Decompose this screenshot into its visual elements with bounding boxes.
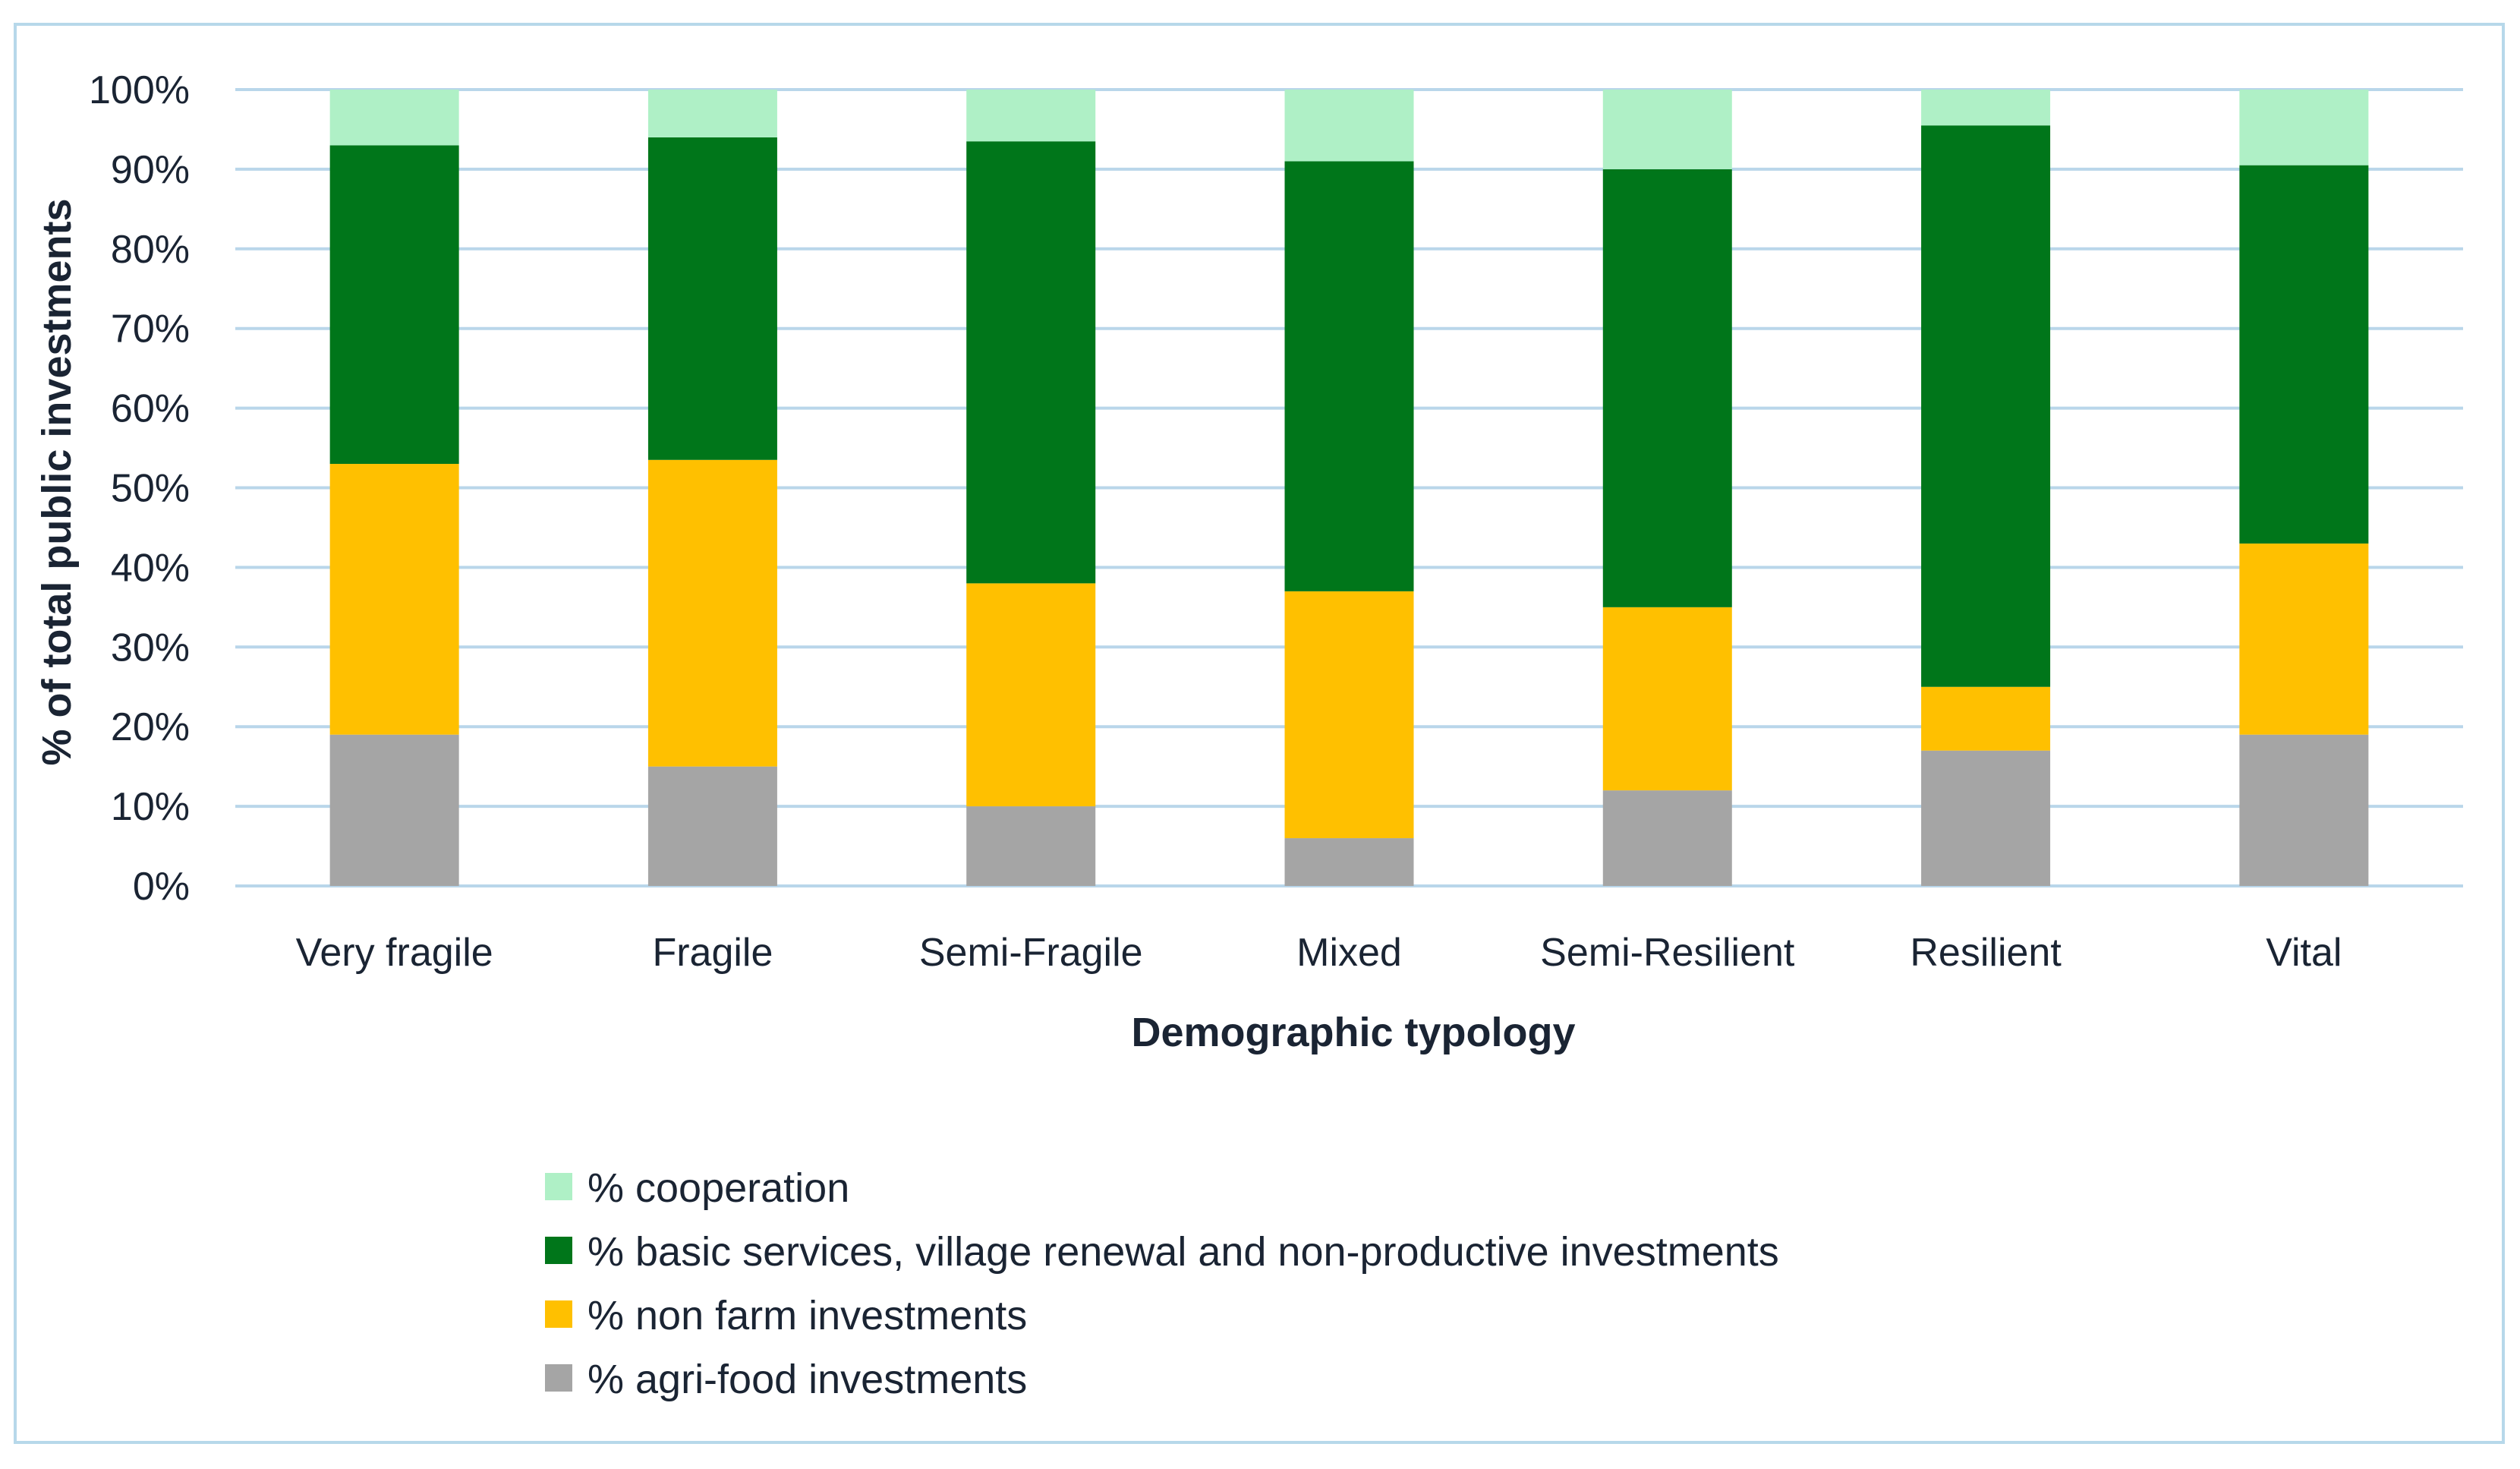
bar-segment <box>1284 90 1414 162</box>
y-tick-label: 20% <box>111 705 190 749</box>
bar-segment <box>1921 686 2051 751</box>
legend-label: % basic services, village renewal and no… <box>587 1229 1779 1275</box>
bar-segment <box>1284 161 1414 591</box>
legend: % cooperation % basic services, village r… <box>545 1165 1779 1402</box>
bar-segment <box>647 137 777 460</box>
bar-segment <box>329 734 459 886</box>
x-tick-label: Semi-Fragile <box>919 931 1143 975</box>
y-tick-label: 10% <box>111 785 190 829</box>
y-axis-title: % of total public investments <box>34 198 80 765</box>
bar-segment <box>1602 607 1732 791</box>
legend-swatch <box>545 1300 572 1328</box>
bar-segment <box>1284 591 1414 839</box>
y-tick-label: 100% <box>89 68 190 112</box>
bar-segment <box>329 90 459 146</box>
bar-segment <box>647 90 777 137</box>
bar-segment <box>2239 543 2369 735</box>
x-axis-tick-labels: Very fragile Fragile Semi-Fragile Mixed Semi… <box>296 931 2342 975</box>
bar-segment <box>329 464 459 735</box>
x-axis-title: Demographic typology <box>1131 1010 1575 1055</box>
bar-segment <box>966 90 1096 142</box>
y-tick-label: 80% <box>111 228 190 272</box>
x-tick-label: Mixed <box>1296 931 1402 975</box>
x-tick-label: Vital <box>2266 931 2342 975</box>
bars <box>329 90 2369 886</box>
y-tick-label: 60% <box>111 387 190 431</box>
legend-swatch <box>545 1173 572 1200</box>
y-tick-label: 0% <box>133 865 190 909</box>
y-axis-tick-labels: 0% 10% 20% 30% 40% 50% 60% 70% 80% 90% 100% <box>89 68 190 909</box>
bar-segment <box>966 806 1096 886</box>
y-tick-label: 40% <box>111 546 190 590</box>
bar-segment <box>647 459 777 767</box>
legend-swatch <box>545 1364 572 1392</box>
x-tick-label: Very fragile <box>296 931 493 975</box>
y-tick-label: 50% <box>111 467 190 511</box>
legend-swatch <box>545 1237 572 1264</box>
legend-label: % non farm investments <box>587 1293 1027 1338</box>
x-tick-label: Resilient <box>1910 931 2062 975</box>
legend-label: % cooperation <box>587 1165 849 1211</box>
bar-segment <box>966 141 1096 584</box>
y-tick-label: 30% <box>111 626 190 670</box>
y-tick-label: 70% <box>111 307 190 351</box>
bar-segment <box>1602 90 1732 169</box>
bar-segment <box>1921 750 2051 886</box>
bar-segment <box>1602 169 1732 607</box>
bar-segment <box>2239 734 2369 886</box>
bar-segment <box>647 766 777 886</box>
bar-segment <box>966 583 1096 807</box>
bar-segment <box>2239 165 2369 544</box>
bar-segment <box>1921 125 2051 687</box>
x-tick-label: Semi-Resilient <box>1540 931 1795 975</box>
x-tick-label: Fragile <box>652 931 773 975</box>
bar-segment <box>1921 90 2051 126</box>
legend-label: % agri-food investments <box>587 1357 1027 1402</box>
bar-segment <box>1284 838 1414 886</box>
bar-segment <box>2239 90 2369 165</box>
y-tick-label: 90% <box>111 148 190 192</box>
bar-segment <box>329 145 459 465</box>
bar-segment <box>1602 790 1732 886</box>
